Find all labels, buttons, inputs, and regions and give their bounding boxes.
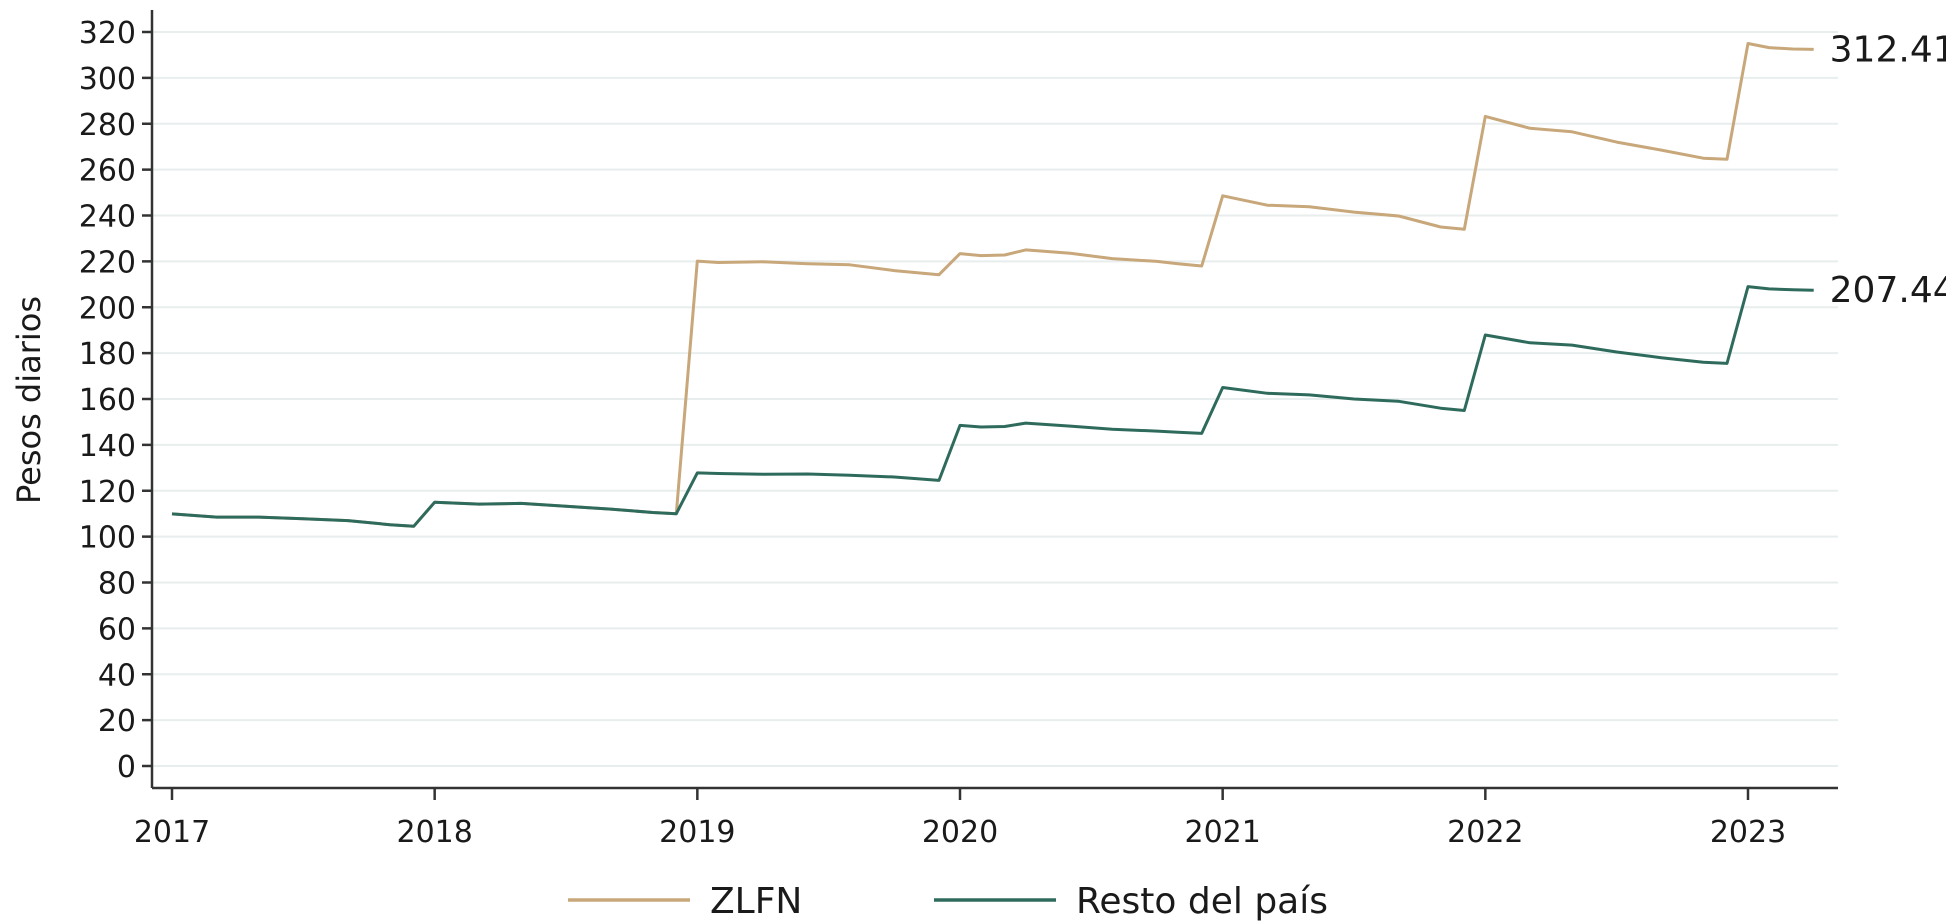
gridlines: [152, 31, 1838, 767]
y-tick-label: 280: [79, 108, 136, 143]
y-tick-label: 260: [79, 154, 136, 189]
y-tick-label: 240: [79, 200, 136, 235]
legend: ZLFN Resto del país: [568, 881, 1328, 921]
x-tick-label: 2019: [659, 815, 735, 850]
series-lines: [171, 42, 1814, 528]
y-tick-label: 80: [98, 567, 136, 602]
y-tick-label: 0: [117, 750, 136, 785]
y-tick-label: 60: [98, 612, 136, 647]
end-value-label: 207.44: [1830, 270, 1946, 311]
x-tick-label: 2023: [1710, 815, 1786, 850]
y-tick-label: 120: [79, 475, 136, 510]
y-tick-label: 300: [79, 62, 136, 97]
x-tick-label: 2021: [1184, 815, 1260, 850]
y-tick-label: 160: [79, 383, 136, 418]
y-tick-label: 140: [79, 429, 136, 464]
legend-label: Resto del país: [1076, 881, 1328, 921]
x-ticks: 2017 2018 2019 2020 2021 2022 2023: [134, 788, 1786, 850]
y-tick-label: 220: [79, 245, 136, 280]
y-tick-label: 40: [98, 658, 136, 693]
series-line-resto-del-pais: [171, 285, 1814, 528]
x-tick-label: 2020: [922, 815, 998, 850]
series-line-zlfn: [171, 42, 1814, 528]
x-tick-label: 2017: [134, 815, 210, 850]
y-axis-title: Pesos diarios: [10, 296, 48, 504]
x-tick-label: 2018: [396, 815, 472, 850]
y-tick-label: 180: [79, 337, 136, 372]
x-tick-label: 2022: [1447, 815, 1523, 850]
y-ticks: 0 20 40 60 80 100 120 140 160 180 200 220 240 260 280 3…: [79, 16, 152, 785]
end-value-label: 312.41: [1830, 29, 1946, 70]
end-labels: 312.41 207.44: [1830, 29, 1946, 311]
y-tick-label: 20: [98, 704, 136, 739]
y-tick-label: 100: [79, 521, 136, 556]
y-tick-label: 320: [79, 16, 136, 51]
y-tick-label: 200: [79, 291, 136, 326]
legend-label: ZLFN: [710, 881, 802, 921]
